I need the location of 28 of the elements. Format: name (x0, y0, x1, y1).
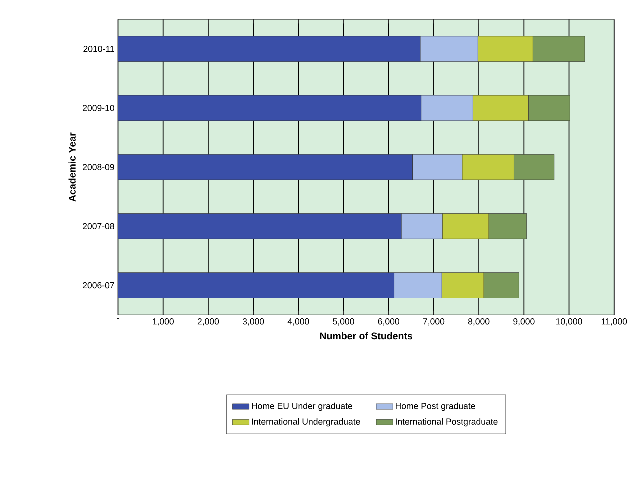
y-tick-label: 2007-08 (83, 223, 114, 230)
bar (118, 36, 421, 62)
x-tick-label: 1,000 (153, 318, 174, 326)
x-tick-label: 2,000 (198, 318, 220, 326)
x-tick-label: 4,000 (288, 318, 310, 326)
x-tick-label: 5,000 (333, 318, 354, 326)
x-tick-label: 11,000 (602, 318, 628, 326)
x-tick-label: 3,000 (242, 318, 264, 326)
y-tick-label: 2010-11 (84, 46, 114, 52)
y-tick-label: 2006-07 (83, 282, 114, 288)
x-axis-title: Number of Students (320, 332, 412, 340)
legend-label: Home Post graduate (396, 402, 476, 411)
y-tick-label: 2008-09 (83, 164, 114, 170)
legend-label: International Undergraduate (252, 418, 360, 426)
x-tick-label: - (117, 318, 120, 319)
bar (118, 213, 402, 240)
bar (118, 95, 422, 121)
bar (118, 272, 394, 298)
x-tick-label: 10,000 (556, 318, 582, 326)
y-axis-title: Academic Year (68, 132, 76, 202)
x-tick-label: 7,000 (423, 318, 445, 326)
x-tick-label: 9,000 (514, 318, 535, 326)
legend-label: Home EU Under graduate (252, 402, 352, 411)
x-tick-label: 6,000 (378, 318, 400, 326)
legend-label: International Postgraduate (396, 418, 498, 426)
bar (118, 154, 413, 180)
x-tick-label: 8,000 (468, 318, 490, 326)
y-tick-label: 2009-10 (83, 104, 114, 112)
